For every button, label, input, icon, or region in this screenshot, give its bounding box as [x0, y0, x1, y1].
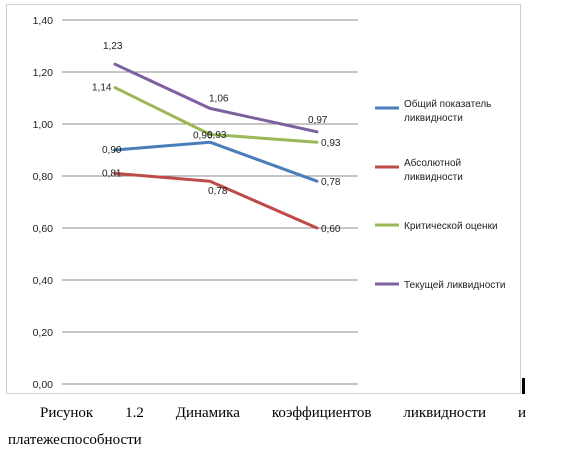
line-chart: 0,00 0,20 0,40 0,60 0,80 1,00 1,20 1,40 0,90 0,93…: [33, 15, 525, 394]
y-tick-label: 0,80: [33, 171, 54, 183]
series-line-2: [113, 171, 319, 230]
y-tick-label: 0,00: [33, 379, 54, 391]
caption-word: Рисунок: [40, 405, 94, 421]
data-label: 1,14: [92, 83, 112, 94]
legend-label: Общий показатель: [404, 98, 491, 110]
chart-frame: [6, 4, 521, 394]
figure-caption-line1: Рисунок 1.2 Динамика коэффициентов ликвиднос…: [40, 405, 526, 422]
y-tick-label: 1,00: [33, 119, 54, 131]
frame-marker: [522, 378, 525, 394]
data-label: 0,78: [208, 186, 228, 197]
caption-word: ликвидности: [403, 405, 487, 421]
caption-word: и: [517, 405, 526, 421]
caption-word: 1.2: [125, 405, 144, 421]
series-line-4: [113, 62, 319, 134]
legend-label: Абсолютной: [404, 157, 461, 169]
legend-label: Критической оценки: [404, 221, 498, 232]
data-label: 0,90: [102, 145, 122, 156]
data-label: 1,23: [103, 41, 123, 52]
legend-label: Текущей ликвидности: [404, 280, 505, 291]
series-line-3: [113, 86, 319, 144]
data-label: 0,93: [207, 130, 227, 141]
y-tick-label: 0,60: [33, 223, 54, 235]
legend-label: ликвидности: [404, 172, 463, 183]
data-label: 0,96: [193, 130, 213, 141]
data-label: 0,97: [308, 115, 328, 126]
legend-label: ликвидности: [404, 113, 463, 124]
caption-word: Динамика: [175, 405, 240, 421]
series-line-1: [113, 140, 319, 183]
caption-word: коэффициентов: [271, 405, 372, 421]
data-label: 0,93: [321, 138, 341, 149]
y-tick-label: 1,40: [33, 15, 54, 27]
data-label: 0,81: [102, 168, 122, 179]
y-tick-label: 0,40: [33, 275, 54, 287]
data-label: 1,06: [209, 93, 229, 104]
data-label: 0,60: [321, 224, 341, 235]
data-label: 0,78: [321, 177, 341, 188]
y-tick-label: 1,20: [33, 67, 54, 79]
y-tick-label: 0,20: [33, 327, 54, 339]
figure-caption-line2: платежеспособности: [8, 432, 142, 448]
